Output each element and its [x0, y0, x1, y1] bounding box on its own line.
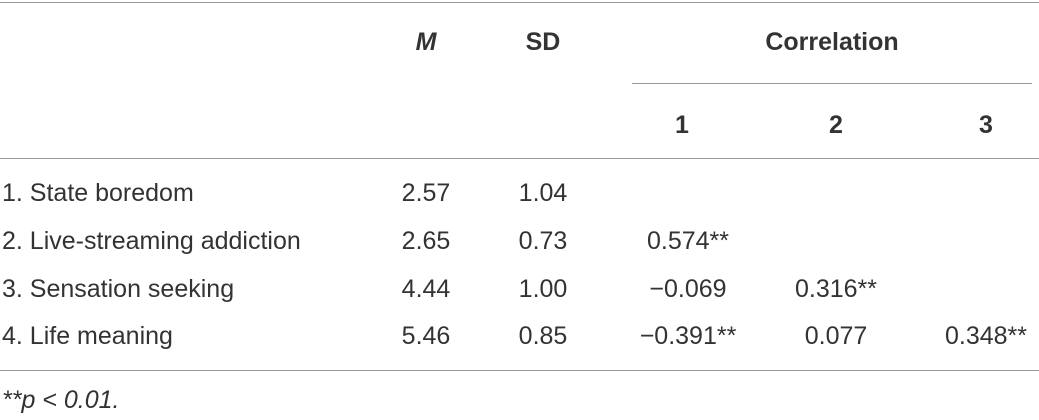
header-sub: 2 — [829, 111, 843, 139]
header-sub: 1 — [675, 111, 689, 139]
header-rule — [0, 158, 1039, 159]
cell-m: 4.44 — [401, 275, 451, 303]
row-label: 2. Live-streaming addiction — [2, 227, 301, 255]
header-correlation: Correlation — [765, 28, 899, 56]
header-sd: SD — [525, 28, 561, 56]
bottom-rule — [0, 370, 1039, 371]
top-rule — [0, 2, 1039, 3]
cell-m: 5.46 — [401, 322, 451, 350]
cell-sd: 1.04 — [518, 179, 568, 207]
row-label: 4. Life meaning — [2, 322, 173, 350]
row-label: 3. Sensation seeking — [2, 275, 235, 303]
cell-corr: −0.391** — [639, 322, 737, 350]
cell-corr: −0.069 — [649, 275, 727, 303]
cell-corr: 0.348** — [944, 322, 1028, 350]
cell-sd: 0.73 — [518, 227, 568, 255]
footnote: **p < 0.01. — [2, 386, 120, 414]
header-sub: 3 — [979, 111, 993, 139]
cell-corr: 0.077 — [804, 322, 868, 350]
cell-sd: 0.85 — [518, 322, 568, 350]
header-m: M — [415, 28, 437, 56]
cell-sd: 1.00 — [518, 275, 568, 303]
cell-m: 2.57 — [401, 179, 451, 207]
cell-corr: 0.574** — [646, 227, 730, 255]
cell-corr: 0.316** — [794, 275, 878, 303]
correlation-rule — [632, 83, 1032, 84]
row-label: 1. State boredom — [2, 179, 194, 207]
cell-m: 2.65 — [401, 227, 451, 255]
